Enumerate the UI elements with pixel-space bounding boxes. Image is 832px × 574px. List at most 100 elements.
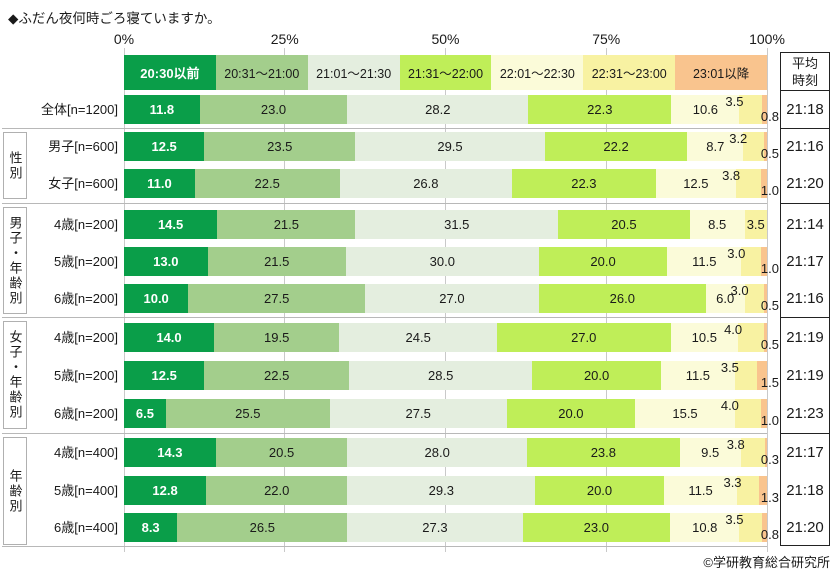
bar-segment: 6.5 <box>124 399 166 428</box>
avg-column-divider <box>781 202 829 204</box>
bar-row: 14.3 20.5 28.0 23.8 9.5 3.8 0.3 <box>124 438 779 467</box>
bar-segment-label-small: 3.5 <box>725 512 744 527</box>
bar-segment-label: 21.5 <box>264 254 290 269</box>
bar-segment-label: 27.3 <box>422 520 448 535</box>
avg-time-value: 21:20 <box>786 519 824 536</box>
group-box: 女子・年齢別 <box>3 321 27 429</box>
bar-segment: 10.6 <box>671 95 740 124</box>
bar-segment-label: 15.5 <box>672 406 698 421</box>
avg-time-value: 21:17 <box>786 253 824 270</box>
axis-tick-label: 100% <box>749 31 785 47</box>
bar-segment-label: 20.5 <box>268 445 295 460</box>
avg-header-line1: 平均 <box>791 56 818 71</box>
bar-segment-label: 23.8 <box>590 445 617 460</box>
bar-segment-label: 22.3 <box>587 102 613 117</box>
bar-segment-label-small: 3.5 <box>720 360 739 375</box>
bar-segment <box>761 513 768 542</box>
bar-segment: 20.0 <box>538 247 668 276</box>
bar-segment: 22.0 <box>206 476 348 505</box>
bar-segment-label-small: 3.5 <box>725 94 744 109</box>
bar-segment-label-small: 0.8 <box>760 527 779 542</box>
bar-segment-label: 12.8 <box>152 483 178 498</box>
row-label: 5歳[n=200] <box>54 254 118 269</box>
bar-segment: 28.0 <box>347 438 527 467</box>
group-box: 年齢別 <box>3 437 27 545</box>
bar-segment-label-small: 0.3 <box>760 452 779 467</box>
bar-segment-label: 8.5 <box>708 217 727 232</box>
bar-row: 13.0 21.5 30.0 20.0 11.5 3.0 1.0 <box>124 246 779 276</box>
bar-segment-label: 26.5 <box>249 520 275 535</box>
bar-segment <box>740 438 766 467</box>
bar-segment-label: 20.0 <box>586 483 613 498</box>
bar-segment-label-small: 1.0 <box>760 413 779 428</box>
bar-segment: 27.0 <box>365 284 539 313</box>
avg-time-value: 21:20 <box>786 175 824 192</box>
bar-segment <box>757 361 767 390</box>
bar-segment-label: 20.0 <box>590 254 616 269</box>
avg-column: 平均 時刻 <box>780 52 830 546</box>
bar-segment <box>738 323 764 352</box>
bar-row: 11.0 22.5 26.8 22.3 12.5 3.8 1.0 <box>124 168 779 198</box>
group-box: 男子・年齢別 <box>3 207 27 314</box>
bar-segment: 8.5 <box>689 210 745 239</box>
bar-segment: 29.5 <box>355 132 545 161</box>
bar-segment-label-small: 1.5 <box>760 375 779 390</box>
bar-segment <box>736 169 761 198</box>
bar-segment: 23.8 <box>527 438 680 467</box>
bar-segment: 20.0 <box>535 476 664 505</box>
bar-segment <box>760 399 768 428</box>
bar-segment-label: 11.0 <box>147 176 172 191</box>
bar-segment-label-small: 0.5 <box>760 337 779 352</box>
bar-segment <box>737 476 759 505</box>
bar-segment-label: 28.0 <box>424 445 450 460</box>
bar-segment-label: 11.8 <box>149 102 175 117</box>
legend-item: 21:31～22:00 <box>399 55 492 90</box>
avg-column-divider <box>781 89 829 91</box>
bar-segment: 20.5 <box>558 210 690 239</box>
bar-segment-label: 14.0 <box>156 330 182 345</box>
bar-segment-label: 22.0 <box>264 483 290 498</box>
bar-segment-label: 12.5 <box>151 368 177 383</box>
row-label: 男子[n=600] <box>48 139 118 154</box>
bar-segment: 29.3 <box>347 476 536 505</box>
legend-item: 22:01～22:30 <box>491 55 584 90</box>
bar-segment-label: 19.5 <box>264 330 290 345</box>
row-label: 4歳[n=200] <box>54 330 118 345</box>
bar-segment-label: 20.5 <box>611 217 637 232</box>
bar-segment: 20.0 <box>532 361 661 390</box>
bar-segment-label-small: 3.2 <box>729 131 748 146</box>
bar-segment-label: 23.5 <box>267 139 293 154</box>
bar-segment: 20.0 <box>506 399 636 428</box>
group-separator <box>2 433 767 434</box>
bar-segment-label: 26.8 <box>413 176 439 191</box>
chart-title: ◆ふだん夜何時ごろ寝ていますか。 <box>8 11 221 26</box>
bar-segment-label-small: 3.8 <box>722 168 741 183</box>
bar-segment-label-small: 3.0 <box>727 246 746 261</box>
bar-segment-label-small: 0.5 <box>760 298 779 313</box>
bar-segment-label-small: 3.3 <box>723 475 742 490</box>
bar-segment: 19.5 <box>214 323 340 352</box>
bar-segment: 27.5 <box>188 284 366 313</box>
row-label: 全体[n=1200] <box>41 102 118 117</box>
row-label: 女子[n=600] <box>48 176 118 191</box>
bar-segment <box>765 438 768 467</box>
bar-segment: 21.5 <box>217 210 356 239</box>
group-label: 年齢別 <box>7 468 23 514</box>
bar-segment <box>763 132 768 161</box>
legend-item: 22:31～23:00 <box>583 55 676 90</box>
bar-segment-label: 26.0 <box>609 291 635 306</box>
group-label: 女子・年齢別 <box>7 330 23 420</box>
bar-segment-label: 11.5 <box>692 254 717 269</box>
bar-segment-label: 8.3 <box>141 520 160 535</box>
bar-segment-label-small: 4.0 <box>724 322 743 337</box>
bar-segment-label: 29.3 <box>428 483 454 498</box>
bar-segment <box>760 247 768 276</box>
group-separator <box>2 546 767 547</box>
avg-time-value: 21:18 <box>786 482 824 499</box>
bar-row: 12.5 22.5 28.5 20.0 11.5 3.5 1.5 <box>124 360 779 390</box>
bar-segment: 22.2 <box>544 132 688 161</box>
bar-segment-label: 22.2 <box>603 139 629 154</box>
legend-item: 20:30以前 <box>124 55 216 90</box>
avg-header-line2: 時刻 <box>791 73 818 88</box>
